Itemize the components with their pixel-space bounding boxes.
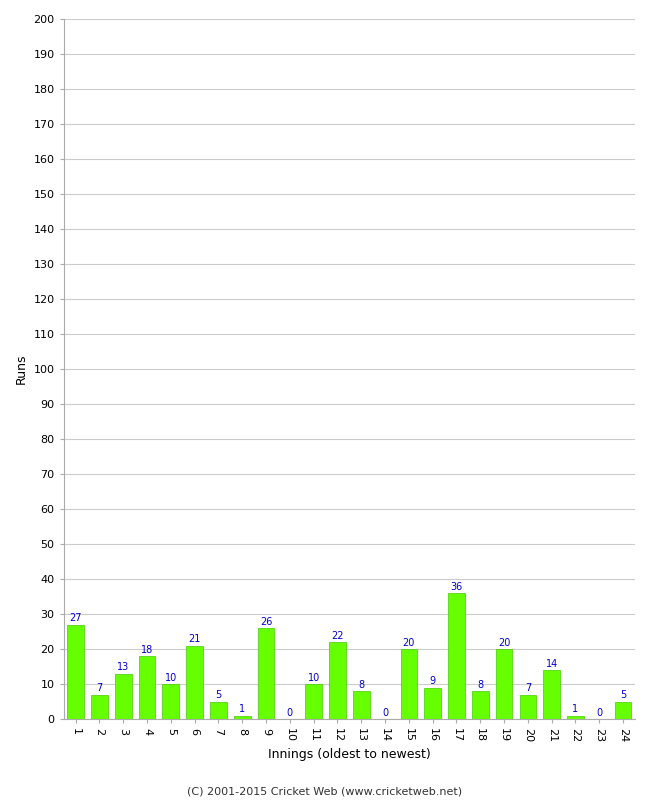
Y-axis label: Runs: Runs: [15, 354, 28, 384]
Text: 0: 0: [287, 708, 293, 718]
Text: 1: 1: [239, 704, 245, 714]
Text: 8: 8: [477, 680, 484, 690]
Text: 21: 21: [188, 634, 201, 644]
X-axis label: Innings (oldest to newest): Innings (oldest to newest): [268, 748, 431, 761]
Text: 9: 9: [430, 676, 436, 686]
Bar: [187, 646, 203, 719]
Text: 22: 22: [332, 630, 344, 641]
Text: 5: 5: [215, 690, 222, 700]
Text: 7: 7: [96, 683, 103, 694]
Text: 20: 20: [498, 638, 510, 648]
Text: 1: 1: [573, 704, 578, 714]
Text: 18: 18: [141, 645, 153, 654]
Text: 20: 20: [403, 638, 415, 648]
Text: 10: 10: [307, 673, 320, 682]
Bar: [615, 702, 631, 719]
Text: 0: 0: [382, 708, 388, 718]
Bar: [567, 716, 584, 719]
Text: 13: 13: [117, 662, 129, 672]
Text: (C) 2001-2015 Cricket Web (www.cricketweb.net): (C) 2001-2015 Cricket Web (www.cricketwe…: [187, 786, 463, 796]
Text: 36: 36: [450, 582, 463, 592]
Text: 0: 0: [596, 708, 603, 718]
Text: 8: 8: [358, 680, 364, 690]
Bar: [424, 688, 441, 719]
Text: 5: 5: [620, 690, 626, 700]
Bar: [91, 694, 108, 719]
Bar: [306, 684, 322, 719]
Bar: [162, 684, 179, 719]
Bar: [472, 691, 489, 719]
Text: 26: 26: [260, 617, 272, 626]
Bar: [68, 625, 84, 719]
Bar: [234, 716, 250, 719]
Bar: [400, 649, 417, 719]
Bar: [329, 642, 346, 719]
Bar: [115, 674, 131, 719]
Bar: [210, 702, 227, 719]
Text: 27: 27: [70, 614, 82, 623]
Bar: [519, 694, 536, 719]
Text: 7: 7: [525, 683, 531, 694]
Text: 10: 10: [164, 673, 177, 682]
Bar: [138, 656, 155, 719]
Bar: [257, 628, 274, 719]
Bar: [448, 593, 465, 719]
Bar: [353, 691, 370, 719]
Bar: [496, 649, 512, 719]
Bar: [543, 670, 560, 719]
Text: 14: 14: [545, 658, 558, 669]
